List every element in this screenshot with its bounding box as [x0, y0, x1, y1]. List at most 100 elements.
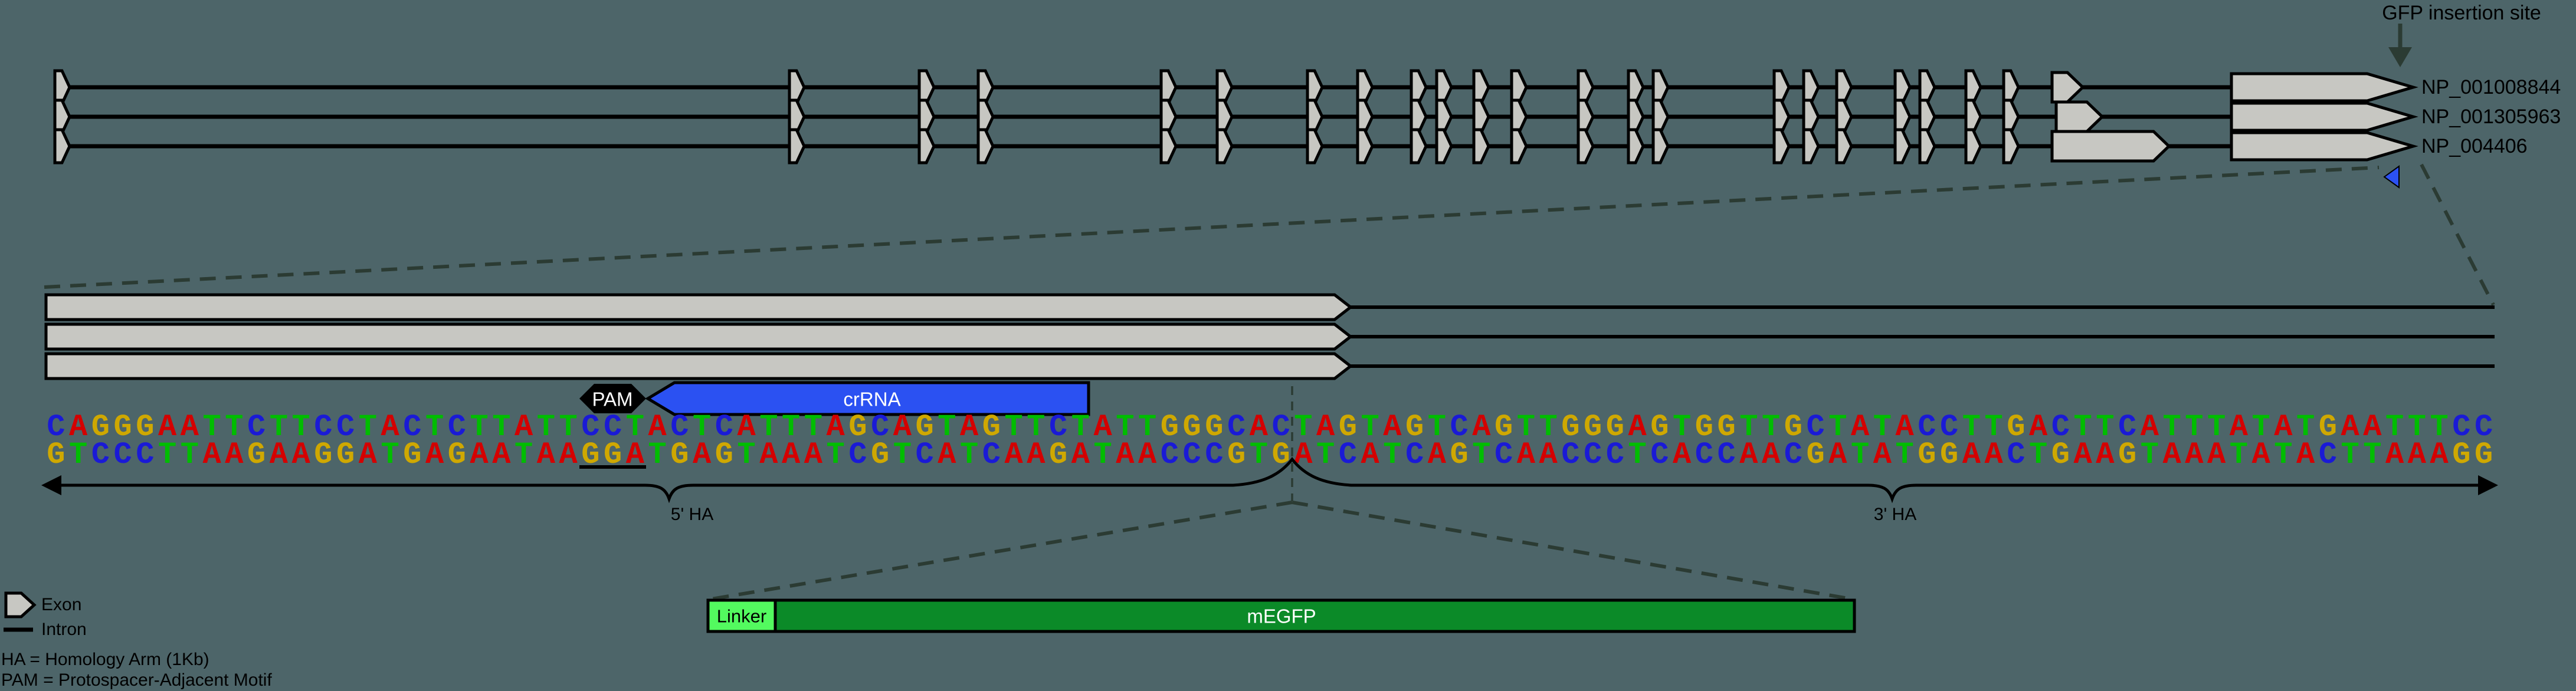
base-letter: A: [158, 410, 177, 445]
exon-icon: [1577, 69, 1595, 106]
base-letter: C: [1495, 437, 1513, 472]
base-letter: T: [492, 410, 510, 445]
exon-icon: [1835, 128, 1853, 164]
base-letter: T: [960, 437, 978, 472]
base-letter: T: [2341, 437, 2359, 472]
final-exon-icon: [2230, 72, 2418, 103]
base-letter: A: [1294, 437, 1313, 472]
base-letter: T: [2185, 410, 2203, 445]
exon-icon: [1918, 128, 1936, 164]
base-letter: G: [2007, 410, 2025, 445]
base-letter: T: [648, 437, 666, 472]
base-letter: T: [1673, 410, 1691, 445]
base-letter: T: [1250, 437, 1268, 472]
base-letter: T: [181, 437, 199, 472]
exon-icon: [2002, 98, 2020, 135]
transcript-tracks: [53, 69, 2418, 164]
exon-icon: [1510, 128, 1528, 164]
exon-icon: [1510, 69, 1528, 106]
exon-icon: [1627, 69, 1645, 106]
base-letter: T: [826, 437, 844, 472]
base-letter: T: [1361, 410, 1379, 445]
crrna-arrow: [645, 381, 1090, 416]
megfp-box: [774, 598, 1856, 633]
transcript-track: [53, 128, 2418, 164]
base-letter: C: [113, 437, 132, 472]
exon-icon: [53, 69, 71, 106]
exon-icon: [2002, 128, 2020, 164]
exon-icon: [1772, 69, 1791, 106]
base-letter: A: [69, 410, 88, 445]
base-letter: A: [1116, 437, 1135, 472]
base-letter: G: [91, 410, 110, 445]
exon-icon: [1577, 98, 1595, 135]
base-letter: G: [314, 437, 332, 472]
base-letter: C: [1339, 437, 1357, 472]
span-arrowhead-left: [41, 475, 61, 495]
exon-icon: [1159, 98, 1178, 135]
base-letter: A: [2251, 437, 2270, 472]
homology-span-line: [59, 456, 2480, 504]
base-letter: T: [1962, 410, 1981, 445]
base-letter: A: [1093, 410, 1112, 445]
base-letter: A: [2141, 410, 2159, 445]
crrna-site-triangle-icon: [2383, 165, 2400, 189]
base-letter: A: [2408, 437, 2427, 472]
exon-icon: [1410, 98, 1428, 135]
base-letter: T: [737, 437, 755, 472]
base-letter: A: [1962, 437, 1981, 472]
exon-icon: [1893, 128, 1912, 164]
exon-icon: [1159, 128, 1178, 164]
base-letter: T: [1517, 410, 1535, 445]
base-letter: A: [2073, 437, 2092, 472]
final-exon-icon: [2230, 131, 2418, 162]
base-letter: T: [626, 410, 644, 445]
base-letter: A: [470, 437, 489, 472]
exon-icon: [1627, 128, 1645, 164]
exon-icon: [1651, 69, 1670, 106]
base-letter: C: [1918, 410, 1936, 445]
base-letter: C: [871, 410, 889, 445]
base-letter: T: [2274, 437, 2292, 472]
base-letter: T: [559, 410, 577, 445]
linker-label: Linker: [716, 606, 767, 627]
base-letter: C: [1205, 437, 1223, 472]
base-letter: A: [759, 437, 778, 472]
base-letter: G: [1584, 410, 1602, 445]
base-letter: A: [1517, 437, 1536, 472]
base-letter: G: [1161, 410, 1179, 445]
exon-icon: [1215, 69, 1234, 106]
base-letter: G: [1918, 437, 1936, 472]
base-letter: C: [448, 410, 466, 445]
base-letter: T: [2207, 410, 2226, 445]
base-letter: C: [314, 410, 332, 445]
base-letter: G: [2475, 437, 2493, 472]
base-letter: A: [2296, 437, 2315, 472]
base-letter: G: [1806, 437, 1824, 472]
linker-box: [706, 598, 777, 633]
base-letter: G: [670, 437, 689, 472]
base-letter: A: [1828, 437, 1847, 472]
exon-icon: [976, 98, 995, 135]
exon-icon: [1835, 69, 1853, 106]
base-letter: C: [1161, 437, 1179, 472]
base-letter: G: [1495, 410, 1513, 445]
base-letter: T: [158, 437, 176, 472]
zoom-exon-bar: [44, 352, 1353, 380]
transcript-label-np-001008844: NP_001008844: [2421, 76, 2561, 98]
gfp-insertion-site-label: GFP insertion site: [2382, 2, 2541, 24]
exon-icon: [1215, 98, 1234, 135]
base-letter: A: [537, 437, 556, 472]
base-letter: A: [804, 437, 823, 472]
exon-icon: [788, 128, 806, 164]
base-letter: G: [113, 410, 132, 445]
base-letter: C: [1561, 437, 1579, 472]
exon-icon: [1356, 98, 1374, 135]
exon-icon: [1577, 128, 1595, 164]
base-letter: C: [1784, 437, 1802, 472]
exon-icon: [1964, 128, 1982, 164]
base-letter: A: [1316, 410, 1335, 445]
base-letter: T: [1895, 437, 1913, 472]
